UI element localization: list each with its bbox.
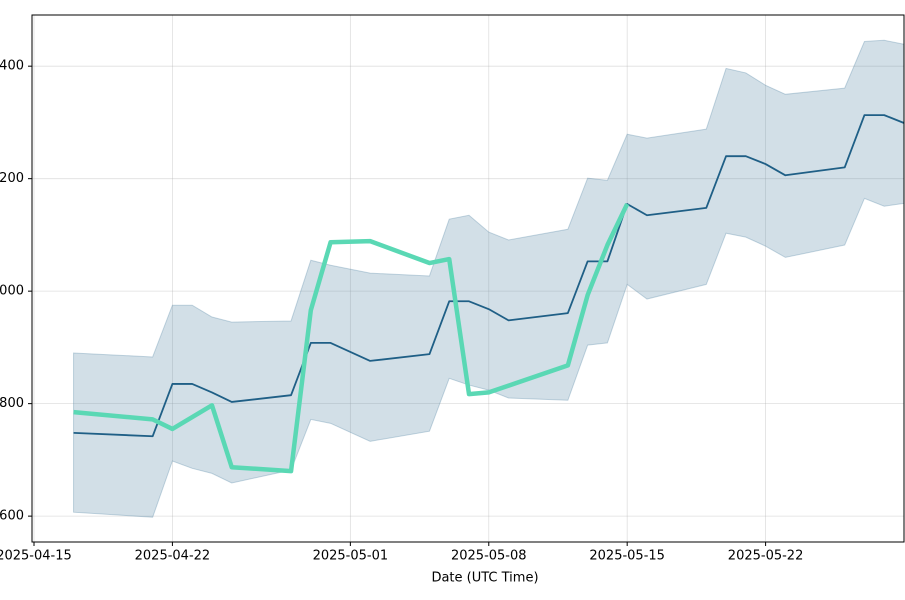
confidence-band [73,39,904,518]
x-tick-label: 2025-05-22 [728,549,804,564]
x-tick-label: 2025-04-22 [135,549,211,564]
x-axis-label: Date (UTC Time) [431,571,538,586]
series-line [73,203,630,474]
y-tick-label: 2200 [0,171,24,186]
y-tick-label: 2000 [0,284,24,299]
y-tick-label: 2400 [0,59,24,74]
x-tick-label: 2025-05-08 [451,549,527,564]
x-tick-label: 2025-05-15 [589,549,665,564]
y-tick-label: 1600 [0,509,24,524]
x-tick-label: 2025-04-15 [0,549,72,564]
y-tick-label: 1800 [0,396,24,411]
plot-area [32,15,904,542]
x-tick-label: 2025-05-01 [313,549,389,564]
plot-frame [31,14,905,543]
series-line [73,114,904,438]
